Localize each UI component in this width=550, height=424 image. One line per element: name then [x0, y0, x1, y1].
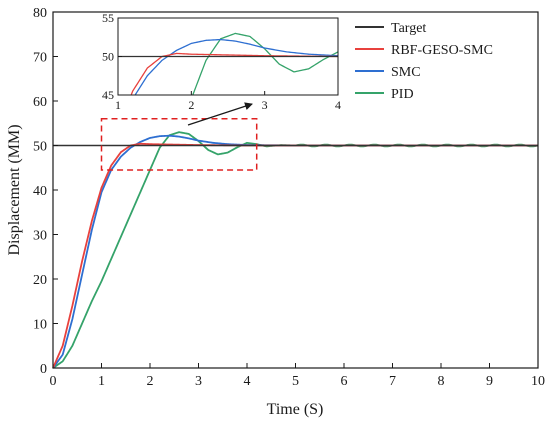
x-tick-label: 2 [147, 374, 154, 389]
x-axis-title: Time (S) [267, 401, 324, 418]
y-tick-label: 50 [33, 140, 47, 155]
x-tick-label: 10 [531, 374, 545, 389]
legend: Target RBF-GESO-SMC SMC PID [355, 21, 493, 102]
legend-label-target: Target [391, 21, 426, 36]
x-tick-label: 6 [341, 374, 348, 389]
inset-y-tick-label: 55 [102, 11, 114, 25]
x-tick-label: 4 [244, 374, 251, 389]
inset-x-tick-label: 2 [188, 98, 194, 112]
inset-y-tick-label: 45 [102, 88, 114, 102]
y-tick-label: 20 [33, 273, 47, 288]
x-tick-label: 0 [50, 374, 57, 389]
zoom-region-box [100, 118, 258, 171]
y-tick-label: 70 [33, 51, 47, 66]
inset-chart: 1 2 3 4 45 50 55 [102, 11, 341, 112]
y-tick-label: 30 [33, 229, 47, 244]
x-tick-label: 3 [195, 374, 202, 389]
inset-x-tick-label: 4 [335, 98, 341, 112]
inset-x-tick-label: 3 [262, 98, 268, 112]
inset-series-layer [118, 32, 338, 95]
series-layer [52, 131, 539, 369]
inset-series-line-pid [192, 32, 338, 95]
inset-x-tick-label: 1 [115, 98, 121, 112]
x-tick-label: 5 [292, 374, 299, 389]
y-tick-label: 0 [40, 362, 47, 377]
legend-label-pid: PID [391, 87, 414, 102]
inset-series-line-smc [134, 38, 338, 95]
x-tick-label: 8 [438, 374, 445, 389]
y-tick-label: 80 [33, 6, 47, 21]
inset-y-tick-label: 50 [102, 50, 114, 64]
y-tick-label: 10 [33, 318, 47, 333]
x-tick-label: 7 [389, 374, 396, 389]
zoom-layer [100, 102, 258, 171]
y-axis-title: Displacement (MM) [6, 124, 23, 255]
x-tick-label: 9 [486, 374, 493, 389]
zoom-arrow [187, 102, 253, 126]
x-tick-label: 1 [98, 374, 105, 389]
y-tick-label: 40 [33, 184, 47, 199]
y-tick-label: 60 [33, 95, 47, 110]
legend-label-smc: SMC [391, 65, 421, 80]
legend-label-rbf-geso-smc: RBF-GESO-SMC [391, 43, 493, 58]
